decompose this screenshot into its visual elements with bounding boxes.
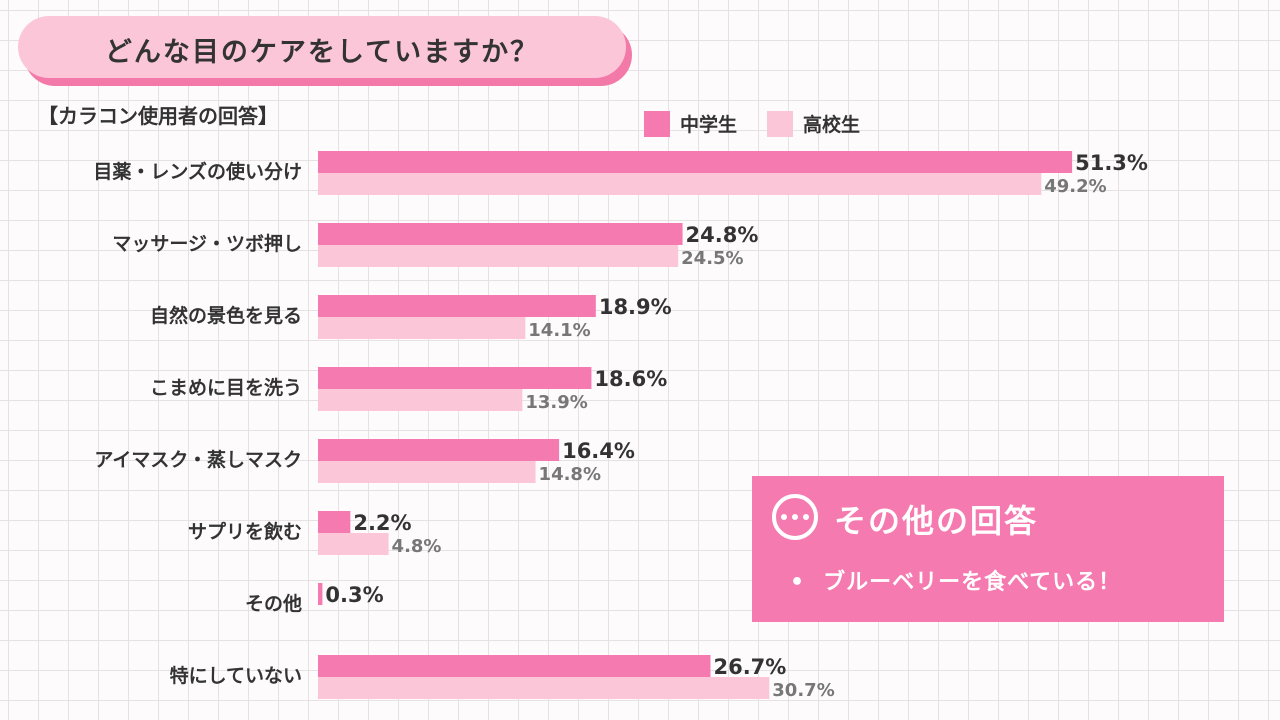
- data-label-high-school: 49.2%: [1044, 176, 1106, 197]
- chart-subtitle: 【カラコン使用者の回答】: [38, 104, 278, 128]
- bar-high-school: [318, 461, 536, 483]
- data-label-high-school: 14.1%: [528, 320, 590, 341]
- legend-label-junior-high: 中学生: [680, 114, 738, 136]
- data-label-junior-high: 26.7%: [713, 655, 786, 679]
- bar-junior-high: [318, 583, 323, 605]
- bar-junior-high: [318, 439, 560, 461]
- other-answers-item: • ブルーベリーを食べている！: [790, 564, 1121, 596]
- data-label-high-school: 4.8%: [392, 536, 442, 557]
- data-label-junior-high: 18.9%: [599, 295, 672, 319]
- data-label-junior-high: 2.2%: [353, 511, 411, 535]
- category-label: その他: [245, 592, 302, 615]
- bar-high-school: [318, 317, 526, 339]
- data-label-junior-high: 16.4%: [562, 439, 635, 463]
- bar-junior-high: [318, 655, 711, 677]
- bar-junior-high: [318, 223, 683, 245]
- legend: 中学生 高校生: [644, 110, 890, 137]
- bar-high-school: [318, 173, 1042, 195]
- category-label: こまめに目を洗う: [150, 376, 302, 399]
- legend-swatch-high-school: [767, 110, 794, 137]
- data-label-junior-high: 24.8%: [686, 223, 759, 247]
- category-label: サプリを飲む: [188, 520, 302, 543]
- title-banner: どんな目のケアをしていますか？: [18, 16, 636, 90]
- category-label: マッサージ・ツボ押し: [112, 232, 302, 255]
- data-label-high-school: 30.7%: [772, 680, 834, 701]
- legend-item-junior-high: 中学生: [644, 110, 737, 137]
- other-answers-title: その他の回答: [834, 502, 1039, 540]
- ellipsis-icon: [772, 494, 818, 540]
- bar-junior-high: [318, 295, 596, 317]
- data-label-junior-high: 0.3%: [325, 583, 383, 607]
- legend-label-high-school: 高校生: [803, 114, 861, 136]
- bar-high-school: [318, 389, 523, 411]
- bar-junior-high: [318, 151, 1073, 173]
- other-answer-text: ブルーベリーを食べている！: [823, 570, 1122, 595]
- category-label: 自然の景色を見る: [150, 304, 302, 327]
- bar-high-school: [318, 677, 770, 699]
- bar-high-school: [318, 533, 389, 555]
- page-title: どんな目のケアをしていますか？: [18, 16, 626, 78]
- bar-high-school: [318, 245, 679, 267]
- legend-swatch-junior-high: [644, 110, 670, 137]
- other-answers-box: その他の回答 • ブルーベリーを食べている！: [752, 476, 1224, 622]
- category-label: アイマスク・蒸しマスク: [94, 448, 302, 471]
- bar-junior-high: [318, 511, 351, 533]
- data-label-high-school: 13.9%: [525, 392, 587, 413]
- category-label: 特にしていない: [170, 665, 302, 687]
- data-label-junior-high: 51.3%: [1075, 151, 1148, 175]
- data-label-high-school: 24.5%: [681, 248, 743, 269]
- data-label-high-school: 14.8%: [539, 464, 601, 485]
- category-label: 目薬・レンズの使い分け: [93, 160, 302, 183]
- legend-item-high-school: 高校生: [767, 110, 860, 137]
- bullet: •: [790, 570, 806, 595]
- bar-junior-high: [318, 367, 592, 389]
- data-label-junior-high: 18.6%: [594, 367, 667, 391]
